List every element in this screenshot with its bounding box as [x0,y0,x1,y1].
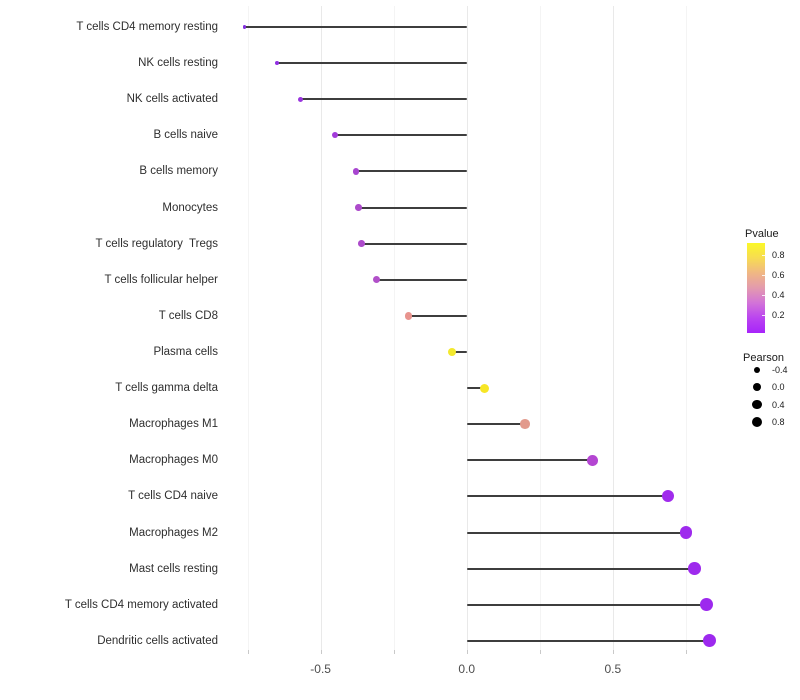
category-label: Dendritic cells activated [97,634,218,647]
pearson-size-dot [752,399,762,410]
legend-pvalue-title: Pvalue [745,228,779,240]
stem-line [466,495,669,498]
grid-major-line [612,6,614,650]
grid-minor-line [247,6,249,650]
x-axis-tick [466,650,468,654]
data-point [688,562,701,575]
legend-pvalue: Pvalue 0.8 0.6 0.4 0.2 [745,228,800,338]
stem-line [335,134,467,137]
grid-major-line [466,6,468,650]
category-label: Monocytes [162,201,218,214]
category-label: NK cells resting [138,57,218,70]
x-axis-tick [612,650,614,654]
stem-line [452,350,467,353]
stem-line [466,567,695,570]
x-axis-tick [685,650,687,654]
data-point [520,419,530,429]
stem-line [466,603,707,606]
stem-line [466,531,686,534]
data-point [274,60,280,66]
stem-line [361,242,467,245]
category-label: B cells naive [153,129,218,142]
stem-line [466,639,710,642]
stem-line [466,423,526,426]
data-point [447,347,457,357]
category-label: NK cells activated [126,93,218,106]
legend-pearson: Pearson -0.4 0.0 0.4 0.8 [743,352,800,442]
pearson-size-label: 0.0 [772,382,785,393]
grid-minor-line [393,6,395,650]
pvalue-bar-tick [762,295,765,296]
stem-line [466,387,485,390]
pvalue-tick-label: 0.6 [772,270,785,280]
x-axis-tick [539,650,541,654]
grid-minor-line [539,6,541,650]
data-point [586,454,598,466]
stem-line [376,278,467,281]
data-point [243,25,247,29]
x-axis-tick-label: 0.0 [458,662,476,676]
data-point [352,168,359,175]
pvalue-gradient-bar [747,243,765,333]
stem-line [466,459,593,462]
pearson-size-label: 0.8 [772,416,785,427]
x-axis-tick-label: -0.5 [310,662,331,676]
category-label: T cells regulatory Tregs [95,237,218,250]
category-label: Macrophages M0 [129,454,218,467]
x-axis-tick [393,650,395,654]
data-point [355,204,362,211]
category-label: Mast cells resting [129,562,218,575]
stem-line [300,98,467,101]
category-label: Plasma cells [153,345,218,358]
data-point [479,383,489,393]
stem-line [355,170,467,173]
data-point [358,240,365,247]
pearson-size-dot [751,416,763,428]
grid-minor-line [685,6,687,650]
pvalue-bar-tick [762,275,765,276]
pearson-size-label: -0.4 [772,365,788,375]
data-point [699,598,713,612]
stem-line [358,206,467,209]
x-axis-tick [247,650,249,654]
pearson-size-label: 0.4 [772,399,785,410]
category-label: T cells gamma delta [115,382,218,395]
pvalue-tick-label: 0.4 [772,290,785,300]
data-point [702,634,716,648]
category-label: T cells CD4 naive [128,490,218,503]
pvalue-tick-label: 0.8 [772,250,785,260]
stem-line [244,26,467,28]
category-label: T cells CD8 [158,309,218,322]
data-point [297,96,303,102]
category-label: T cells CD4 memory resting [76,21,218,33]
data-point [372,276,380,284]
stem-line [408,314,467,317]
category-label: B cells memory [139,165,218,178]
pvalue-bar-tick [762,255,765,256]
category-label: Macrophages M2 [129,526,218,539]
category-label: Macrophages M1 [129,418,218,431]
legend-pearson-title: Pearson [743,352,784,364]
data-point [332,132,339,139]
pvalue-tick-label: 0.2 [772,310,785,320]
stem-line [276,62,467,65]
plot-panel [233,6,737,650]
x-axis-tick [320,650,322,654]
data-point [679,526,693,539]
category-label: T cells CD4 memory activated [64,598,218,611]
data-point [662,490,675,503]
category-label: T cells follicular helper [104,273,218,286]
x-axis-tick-label: 0.5 [604,662,622,676]
grid-major-line [320,6,322,650]
data-point [404,312,412,320]
pearson-size-dot [753,366,761,374]
pearson-size-dot [753,383,761,392]
pvalue-bar-tick [762,315,765,316]
